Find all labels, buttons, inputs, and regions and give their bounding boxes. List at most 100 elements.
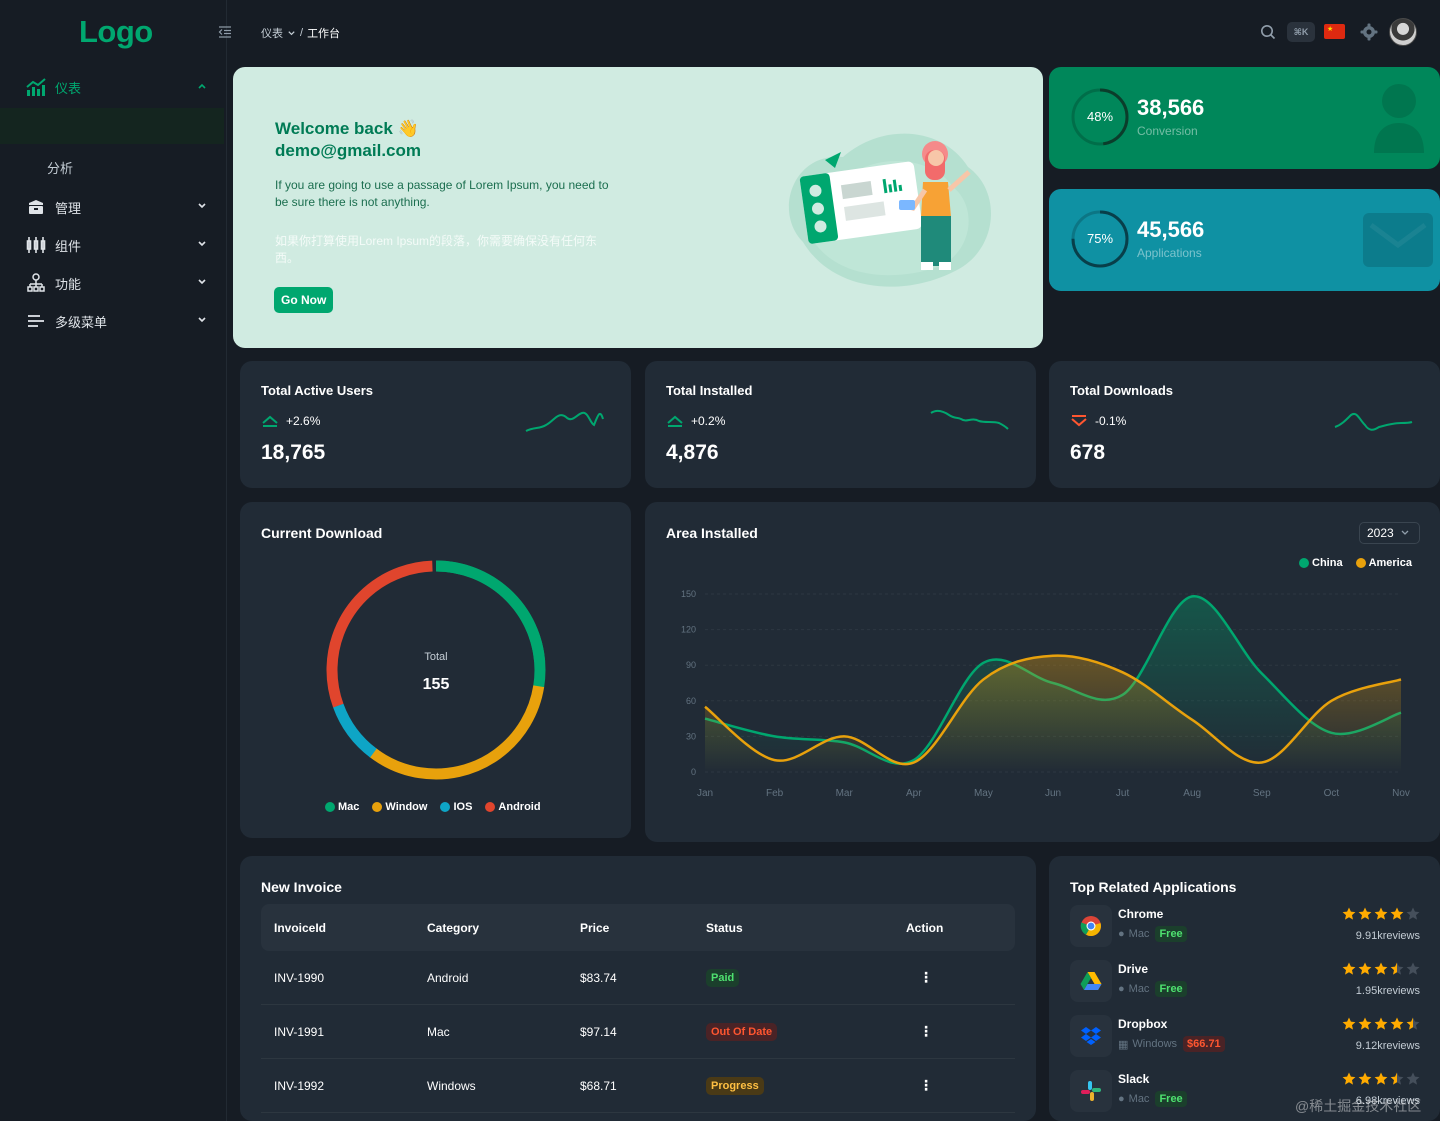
card-title: New Invoice	[261, 879, 342, 895]
apple-icon: ●	[1118, 983, 1125, 995]
donut-segment-window	[326, 560, 546, 780]
star-icon	[1358, 1072, 1372, 1085]
nav-active-highlight	[0, 108, 224, 144]
sidebar-item-dashboard[interactable]: 仪表	[0, 68, 227, 106]
trend: +0.2%	[666, 414, 725, 428]
chevron-down-icon[interactable]	[287, 29, 296, 38]
y-tick-label: 60	[686, 696, 696, 706]
sidebar-item-multilevel-menu[interactable]: 多级菜单	[0, 302, 227, 340]
avatar[interactable]	[1389, 18, 1417, 46]
column-header[interactable]: Category	[427, 920, 480, 935]
app-item[interactable]: Chrome ● Mac Free 9.91kreviews	[1070, 905, 1420, 953]
language-flag-icon[interactable]: ★	[1324, 24, 1345, 39]
trend: +2.6%	[261, 414, 320, 428]
cabinet-icon	[26, 197, 46, 217]
search-shortcut-badge[interactable]: ⌘K	[1287, 22, 1315, 42]
card-current-download: Current Download Total 155 Mac Window IO…	[240, 502, 631, 838]
stat-percent: 75%	[1086, 231, 1114, 246]
chevron-down-icon	[198, 279, 206, 285]
year-select[interactable]: 2023	[1359, 522, 1420, 544]
invoice-id: INV-1991	[274, 1024, 325, 1039]
table-row[interactable]: INV-1990 Android $83.74 Paid ⋮	[261, 951, 1015, 1005]
table-row[interactable]: INV-1992 Windows $68.71 Progress ⋮	[261, 1059, 1015, 1113]
invoice-id: INV-1992	[274, 1078, 325, 1093]
app-item[interactable]: Slack ● Mac Free 6.98kreviews	[1070, 1070, 1420, 1118]
price-badge: $66.71	[1183, 1036, 1225, 1052]
star-icon	[1406, 1017, 1420, 1030]
sidebar-item-label: 功能	[55, 276, 82, 292]
gear-icon[interactable]	[1360, 23, 1378, 41]
trend-value: +2.6%	[286, 414, 321, 428]
y-tick-label: 120	[681, 625, 696, 635]
card-value: 18,765	[261, 441, 326, 464]
welcome-card: Welcome back 👋 demo@gmail.com If you are…	[233, 67, 1043, 348]
star-icon	[1358, 962, 1372, 975]
review-count: 1.95kreviews	[1355, 985, 1420, 997]
go-now-button[interactable]: Go Now	[274, 287, 334, 313]
status-badge: Paid	[706, 968, 740, 987]
star-icon	[1390, 907, 1404, 920]
card-title: Top Related Applications	[1070, 879, 1237, 895]
app-item[interactable]: Drive ● Mac Free 1.95kreviews	[1070, 960, 1420, 1008]
star-icon	[1374, 1017, 1388, 1030]
welcome-greeting: Welcome back 👋	[275, 119, 419, 138]
star-icon	[1406, 1072, 1420, 1085]
card-title: Total Installed	[666, 383, 753, 398]
sidebar-item-functions[interactable]: 功能	[0, 264, 227, 302]
stat-label: Conversion	[1137, 124, 1198, 138]
y-tick-label: 150	[681, 589, 696, 599]
stat-percent: 48%	[1086, 109, 1114, 124]
sidebar-subitem-analysis[interactable]: 分析	[47, 161, 74, 176]
column-header[interactable]: Price	[580, 920, 610, 935]
components-icon	[26, 235, 46, 255]
star-icon	[1390, 1072, 1404, 1085]
breadcrumb-parent[interactable]: 仪表	[261, 28, 283, 40]
star-icon	[1406, 907, 1420, 920]
search-icon[interactable]	[1260, 24, 1276, 40]
x-tick-label: Jan	[697, 788, 713, 799]
x-tick-label: Nov	[1392, 788, 1410, 799]
legend-item[interactable]: Window	[372, 801, 427, 813]
card-total-active-users: Total Active Users +2.6% 18,765	[240, 361, 631, 488]
donut-segment-mac	[326, 560, 546, 780]
sidebar-item-components[interactable]: 组件	[0, 226, 227, 264]
menu-icon	[26, 311, 46, 331]
column-header[interactable]: Status	[706, 920, 743, 935]
legend-item[interactable]: Mac	[325, 801, 359, 813]
app-name: Slack	[1118, 1072, 1150, 1086]
chevron-down-icon	[1401, 530, 1409, 535]
collapse-sidebar-icon[interactable]	[218, 26, 232, 38]
more-actions-icon[interactable]: ⋮	[919, 1077, 933, 1093]
welcome-email: demo@gmail.com	[275, 141, 421, 160]
column-header[interactable]: Action	[906, 920, 944, 935]
stat-card-conversion: 48% 38,566 Conversion	[1049, 67, 1440, 169]
app-name: Dropbox	[1118, 1017, 1168, 1031]
more-actions-icon[interactable]: ⋮	[919, 969, 933, 985]
legend-item[interactable]: IOS	[440, 801, 472, 813]
y-tick-label: 90	[686, 660, 696, 670]
star-icon	[1342, 907, 1356, 920]
card-value: 678	[1070, 441, 1106, 464]
legend-item-china[interactable]: China	[1299, 557, 1343, 569]
stat-label: Applications	[1137, 246, 1202, 260]
sidebar: Logo 仪表 分析 管理 组件 功能 多级菜单	[0, 0, 227, 1121]
sidebar-item-management[interactable]: 管理	[0, 188, 227, 226]
legend-item-america[interactable]: America	[1355, 557, 1412, 569]
breadcrumb-current: 工作台	[307, 28, 341, 40]
column-header[interactable]: InvoiceId	[274, 920, 327, 935]
series-line-america[interactable]	[704, 654, 1402, 766]
legend-item[interactable]: Android	[485, 801, 541, 813]
star-icon	[1374, 962, 1388, 975]
star-icon	[1342, 1072, 1356, 1085]
app-platform: ● Mac Free	[1118, 1091, 1187, 1107]
card-area-installed: Area Installed 2023 China America 0 30 60 9…	[645, 502, 1440, 842]
app-item[interactable]: Dropbox ▦ Windows $66.71 9.12kreviews	[1070, 1015, 1420, 1063]
star-icon	[1358, 907, 1372, 920]
table-row[interactable]: INV-1991 Mac $97.14 Out Of Date ⋮	[261, 1005, 1015, 1059]
series-area-america	[705, 655, 1401, 772]
more-actions-icon[interactable]: ⋮	[919, 1023, 933, 1039]
dropbox-icon	[1070, 1015, 1112, 1057]
logo[interactable]: Logo	[79, 14, 153, 49]
sidebar-item-label: 仪表	[55, 80, 82, 96]
star-icon	[1342, 1017, 1356, 1030]
